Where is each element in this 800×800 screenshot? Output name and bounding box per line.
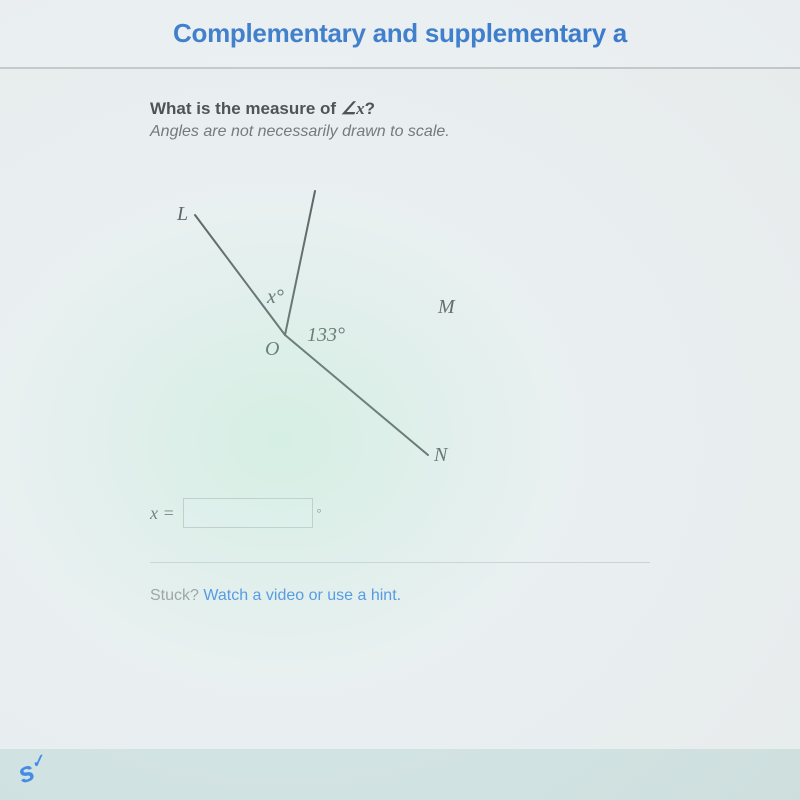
answer-row: x = ° xyxy=(150,498,650,528)
answer-lhs: x = xyxy=(150,503,175,524)
page-header: Complementary and supplementary a xyxy=(0,0,800,69)
answer-input[interactable] xyxy=(183,498,313,528)
prompt-prefix: What is the measure of xyxy=(150,99,341,118)
svg-text:N: N xyxy=(433,444,449,466)
svg-text:133°: 133° xyxy=(307,324,345,346)
answer-degree: ° xyxy=(317,506,322,521)
divider xyxy=(150,562,650,563)
question-prompt: What is the measure of ∠x? xyxy=(150,99,650,119)
svg-text:L: L xyxy=(176,203,188,225)
scribble-icon[interactable]: s✓ xyxy=(13,750,51,790)
question-note: Angles are not necessarily drawn to scal… xyxy=(150,123,650,141)
page-title: Complementary and supplementary a xyxy=(0,18,800,49)
angle-diagram: L N Ox° 133° xyxy=(150,155,500,475)
stuck-row: Stuck? Watch a video or use a hint. xyxy=(150,587,650,605)
stuck-prefix: Stuck? xyxy=(150,587,203,604)
prompt-suffix: ? xyxy=(365,99,375,118)
svg-text:x°: x° xyxy=(266,286,284,308)
prompt-angle: ∠x xyxy=(341,99,365,118)
svg-text:O: O xyxy=(265,338,279,360)
stuck-link[interactable]: Watch a video or use a hint. xyxy=(203,587,401,604)
content-area: What is the measure of ∠x? Angles are no… xyxy=(0,69,800,749)
